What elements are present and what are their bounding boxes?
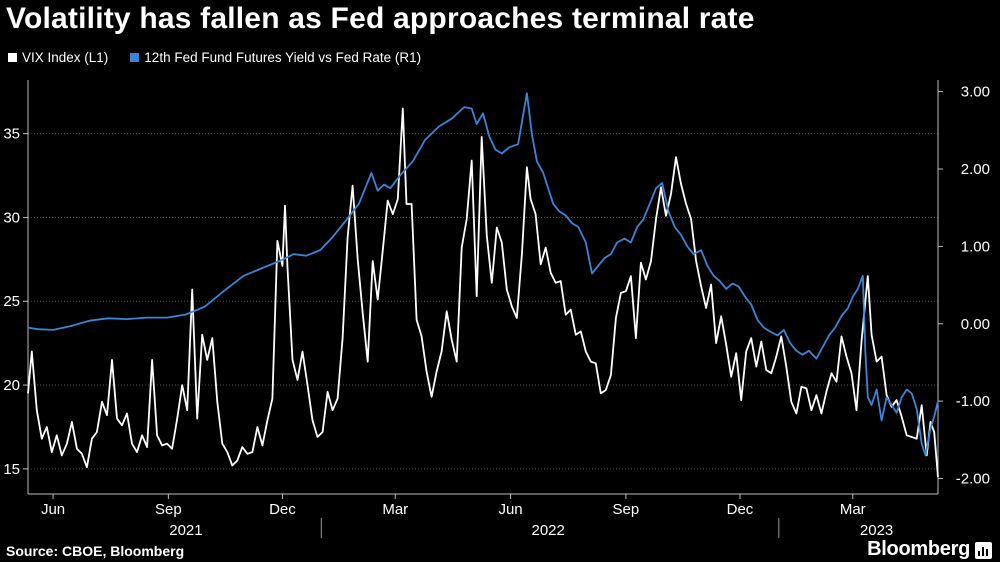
x-tick-label-7: Mar [840, 501, 866, 518]
legend-label-vix: VIX Index (L1) [22, 50, 109, 65]
brand-logo: Bloomberg [867, 538, 970, 560]
left-tick-label-2: 25 [3, 293, 20, 310]
right-tick-label-3: 1.00 [961, 238, 990, 255]
right-tick-label-2: 0.00 [961, 316, 990, 333]
right-tick-label-1: -1.00 [956, 393, 990, 410]
x-tick-label-5: Sep [613, 501, 640, 518]
left-tick-label-4: 35 [3, 126, 20, 143]
left-tick-label-3: 30 [3, 209, 20, 226]
x-tick-label-6: Dec [727, 501, 754, 518]
x-tick-label-2: Dec [269, 501, 296, 518]
x-tick-label-1: Sep [155, 501, 182, 518]
right-tick-label-5: 3.00 [961, 84, 990, 101]
year-label-1: 2022 [531, 522, 564, 539]
series-line-futures [27, 92, 939, 457]
right-tick-label-4: 2.00 [961, 161, 990, 178]
right-tick-label-0: -2.00 [956, 471, 990, 488]
legend: VIX Index (L1) 12th Fed Fund Futures Yie… [8, 50, 443, 65]
chart-title: Volatility has fallen as Fed approaches … [6, 2, 755, 35]
year-label-2: 2023 [860, 522, 893, 539]
series-line-vix [27, 107, 939, 478]
source-note: Source: CBOE, Bloomberg [6, 543, 185, 559]
left-tick-label-0: 15 [3, 461, 20, 478]
year-label-0: 2021 [169, 522, 202, 539]
x-tick-label-3: Mar [382, 501, 408, 518]
legend-item-futures: 12th Fed Fund Futures Yield vs Fed Rate … [130, 50, 421, 65]
legend-swatch-futures [130, 53, 140, 62]
bar-chart-icon [975, 542, 992, 559]
legend-label-futures: 12th Fed Fund Futures Yield vs Fed Rate … [144, 50, 422, 65]
left-tick-label-1: 20 [3, 377, 20, 394]
x-tick-label-0: Jun [41, 501, 65, 518]
legend-swatch-vix [8, 53, 17, 62]
legend-item-vix: VIX Index (L1) [8, 50, 108, 65]
x-tick-label-4: Jun [498, 501, 522, 518]
